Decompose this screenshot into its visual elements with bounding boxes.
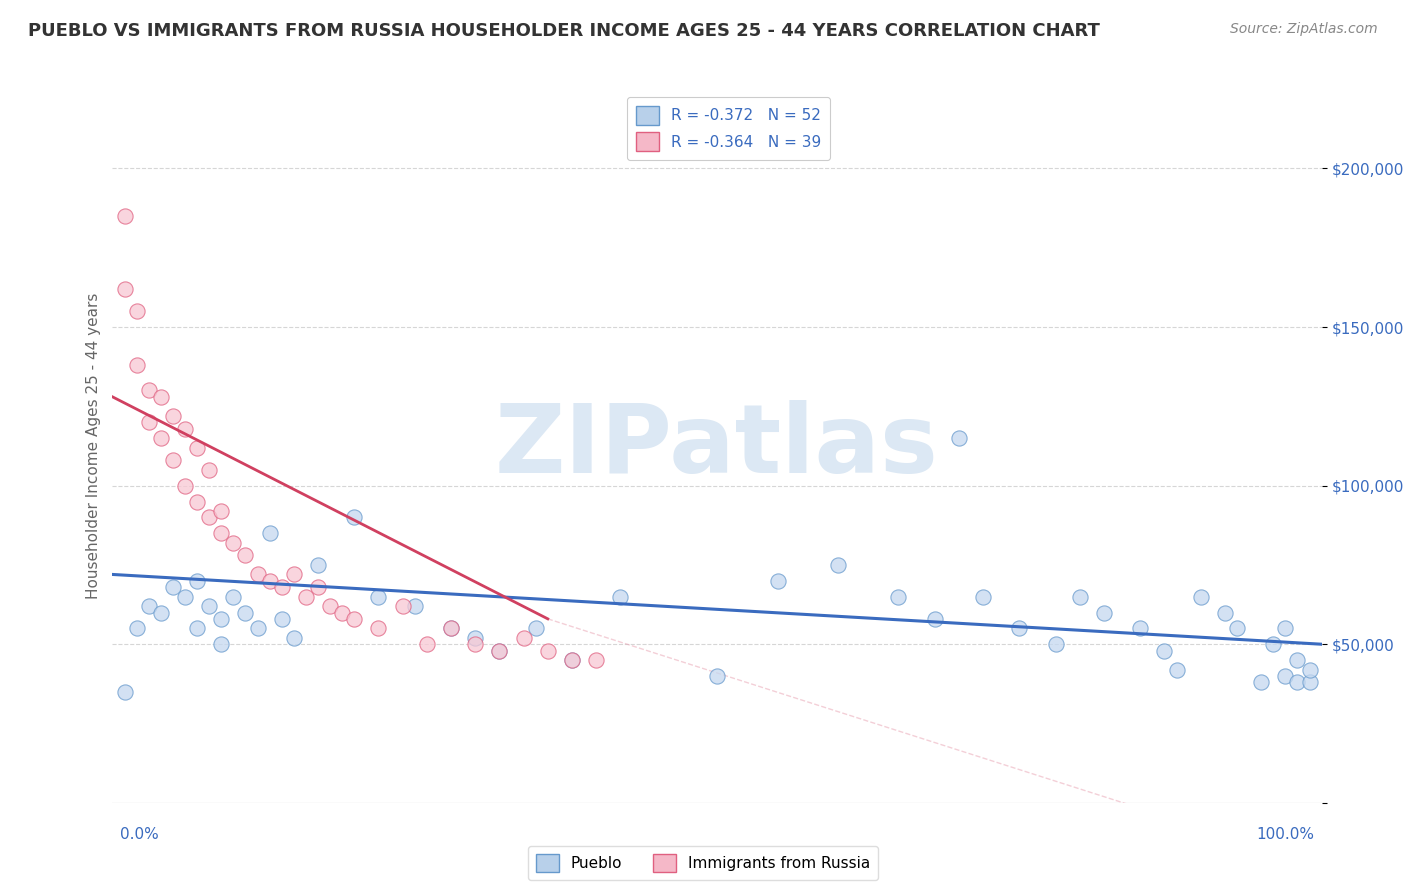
Point xyxy=(1092,606,1115,620)
Text: ZIPatlas: ZIPatlas xyxy=(495,400,939,492)
Point xyxy=(138,599,160,614)
Point xyxy=(174,421,197,435)
Point xyxy=(827,558,849,572)
Legend: Pueblo, Immigrants from Russia: Pueblo, Immigrants from Russia xyxy=(529,846,877,880)
Point xyxy=(186,621,208,635)
Point xyxy=(246,567,269,582)
Point xyxy=(404,599,426,614)
Point xyxy=(114,685,136,699)
Point xyxy=(1153,643,1175,657)
Point xyxy=(270,612,292,626)
Point xyxy=(391,599,413,614)
Point xyxy=(209,504,232,518)
Point xyxy=(138,384,160,398)
Point xyxy=(186,441,208,455)
Point xyxy=(125,358,148,372)
Point xyxy=(609,590,631,604)
Point xyxy=(1045,637,1067,651)
Point xyxy=(114,209,136,223)
Point xyxy=(209,526,232,541)
Point xyxy=(537,643,560,657)
Point xyxy=(1298,663,1320,677)
Point xyxy=(222,590,245,604)
Point xyxy=(198,599,221,614)
Point xyxy=(149,431,172,445)
Point xyxy=(1250,675,1272,690)
Point xyxy=(524,621,547,635)
Point xyxy=(1008,621,1031,635)
Point xyxy=(1263,637,1285,651)
Point xyxy=(948,431,970,445)
Point xyxy=(1226,621,1249,635)
Text: 0.0%: 0.0% xyxy=(120,827,159,841)
Point xyxy=(198,510,221,524)
Point xyxy=(186,574,208,588)
Point xyxy=(1274,669,1296,683)
Point xyxy=(114,282,136,296)
Point xyxy=(186,494,208,508)
Point xyxy=(1286,675,1309,690)
Point xyxy=(198,463,221,477)
Point xyxy=(307,580,329,594)
Point xyxy=(343,510,366,524)
Point xyxy=(138,415,160,429)
Point xyxy=(1213,606,1236,620)
Point xyxy=(464,637,486,651)
Point xyxy=(440,621,463,635)
Point xyxy=(416,637,439,651)
Point xyxy=(149,606,172,620)
Point xyxy=(1166,663,1188,677)
Point xyxy=(319,599,342,614)
Point xyxy=(561,653,583,667)
Point xyxy=(766,574,789,588)
Point xyxy=(1129,621,1152,635)
Text: 100.0%: 100.0% xyxy=(1257,827,1315,841)
Point xyxy=(1189,590,1212,604)
Point xyxy=(222,535,245,549)
Point xyxy=(924,612,946,626)
Legend: R = -0.372   N = 52, R = -0.364   N = 39: R = -0.372 N = 52, R = -0.364 N = 39 xyxy=(627,97,831,160)
Point xyxy=(162,409,184,423)
Point xyxy=(235,549,257,563)
Point xyxy=(283,567,305,582)
Point xyxy=(512,631,534,645)
Point xyxy=(162,580,184,594)
Point xyxy=(561,653,583,667)
Point xyxy=(162,453,184,467)
Point xyxy=(125,304,148,318)
Point xyxy=(149,390,172,404)
Point xyxy=(367,621,389,635)
Point xyxy=(209,612,232,626)
Point xyxy=(1069,590,1091,604)
Point xyxy=(343,612,366,626)
Point xyxy=(464,631,486,645)
Point xyxy=(887,590,910,604)
Point xyxy=(246,621,269,635)
Point xyxy=(706,669,728,683)
Point xyxy=(259,526,281,541)
Point xyxy=(1274,621,1296,635)
Y-axis label: Householder Income Ages 25 - 44 years: Householder Income Ages 25 - 44 years xyxy=(86,293,101,599)
Point xyxy=(125,621,148,635)
Point xyxy=(440,621,463,635)
Text: PUEBLO VS IMMIGRANTS FROM RUSSIA HOUSEHOLDER INCOME AGES 25 - 44 YEARS CORRELATI: PUEBLO VS IMMIGRANTS FROM RUSSIA HOUSEHO… xyxy=(28,22,1099,40)
Point xyxy=(972,590,994,604)
Point xyxy=(295,590,318,604)
Point xyxy=(283,631,305,645)
Text: Source: ZipAtlas.com: Source: ZipAtlas.com xyxy=(1230,22,1378,37)
Point xyxy=(488,643,510,657)
Point xyxy=(1298,675,1320,690)
Point xyxy=(174,478,197,492)
Point xyxy=(270,580,292,594)
Point xyxy=(488,643,510,657)
Point xyxy=(235,606,257,620)
Point xyxy=(330,606,353,620)
Point xyxy=(174,590,197,604)
Point xyxy=(209,637,232,651)
Point xyxy=(259,574,281,588)
Point xyxy=(307,558,329,572)
Point xyxy=(1286,653,1309,667)
Point xyxy=(585,653,607,667)
Point xyxy=(367,590,389,604)
